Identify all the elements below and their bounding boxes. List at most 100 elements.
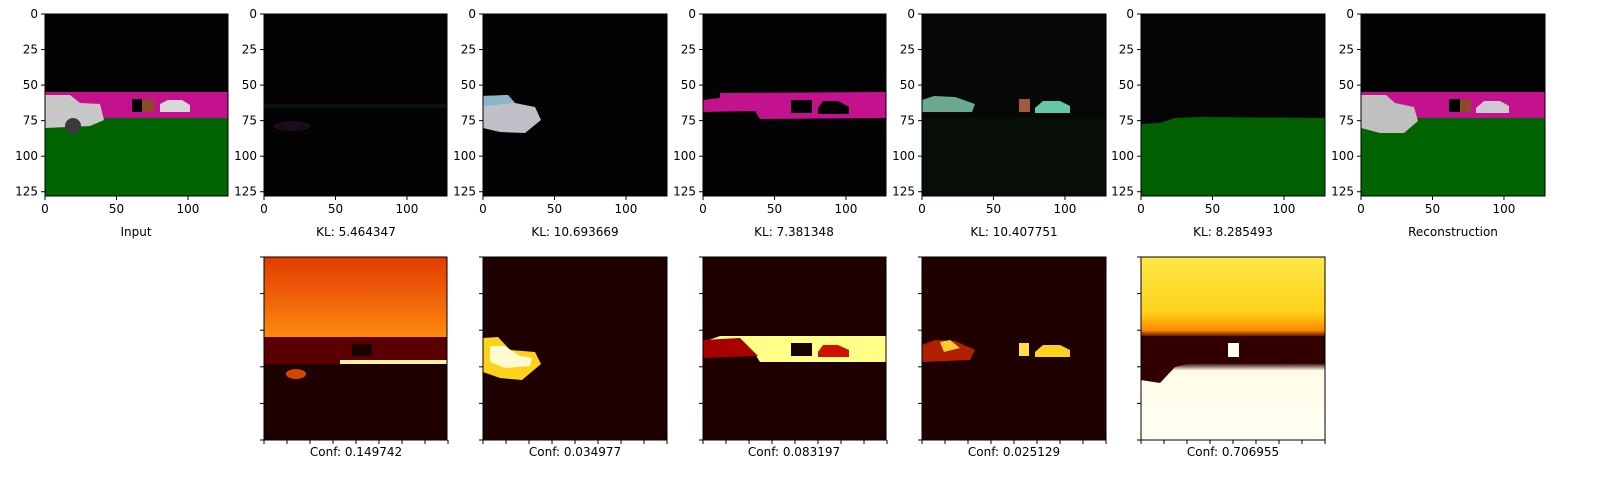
axes-frame	[44, 13, 229, 197]
brown-object	[142, 99, 154, 112]
y-tick-label: 50	[242, 78, 257, 92]
bright-line	[340, 360, 447, 364]
y-tick-label: 25	[681, 43, 696, 57]
faint-blob	[274, 121, 310, 131]
y-tick-label: 0	[249, 7, 257, 21]
y-tick-label: 50	[461, 78, 476, 92]
dark-band	[1141, 336, 1325, 383]
y-tick-label: 25	[242, 43, 257, 57]
car-shape	[818, 101, 849, 114]
y-tick-label: 50	[23, 78, 38, 92]
x-tick-label: 50	[767, 202, 782, 216]
car-small-hot	[1035, 345, 1070, 357]
y-tick-label: 100	[453, 149, 476, 163]
x-tick-label: 0	[1357, 202, 1365, 216]
axes-frame	[921, 13, 1107, 197]
x-tick-label: 0	[699, 202, 707, 216]
car-left	[1361, 95, 1418, 133]
y-tick-label: 100	[673, 149, 696, 163]
car-small	[160, 100, 190, 112]
y-tick-label: 100	[234, 149, 257, 163]
y-tick-label: 50	[1119, 78, 1134, 92]
x-tick-label: 0	[41, 202, 49, 216]
y-tick-label: 0	[468, 7, 476, 21]
car-small	[1035, 101, 1070, 113]
car-small	[1476, 101, 1509, 113]
heatmap-panel-4	[921, 256, 1107, 441]
latent-panel-5	[1140, 13, 1326, 197]
car-left	[45, 95, 104, 128]
y-tick-label: 0	[688, 7, 696, 21]
axes-frame	[702, 13, 887, 197]
x-tick-label: 100	[1493, 202, 1516, 216]
y-tick-label: 75	[1339, 114, 1354, 128]
caption-kl-2: KL: 10.693669	[531, 225, 618, 239]
axes-frame	[1360, 13, 1546, 197]
x-tick-label: 50	[109, 202, 124, 216]
y-tick-label: 125	[892, 185, 915, 199]
x-tick-label: 0	[479, 202, 487, 216]
x-tick-label: 50	[1425, 202, 1440, 216]
x-tick-label: 50	[1205, 202, 1220, 216]
x-tick-label: 100	[396, 202, 419, 216]
x-tick-label: 100	[1054, 202, 1077, 216]
x-tick-label: 0	[1137, 202, 1145, 216]
y-tick-label: 125	[15, 185, 38, 199]
car-shape	[818, 345, 849, 357]
heatmap-panel-5	[1140, 256, 1326, 441]
dark-object	[791, 343, 812, 356]
y-tick-label: 50	[1339, 78, 1354, 92]
heatmap-background	[483, 257, 667, 440]
caption-input: Input	[120, 225, 151, 239]
x-tick-label: 50	[547, 202, 562, 216]
y-tick-label: 50	[900, 78, 915, 92]
caption-kl-4: KL: 10.407751	[970, 225, 1057, 239]
y-tick-label: 100	[892, 149, 915, 163]
reconstruction-panel	[1360, 13, 1546, 197]
dark-object	[791, 100, 812, 113]
bottom-captions: Conf: 0.149742 Conf: 0.034977 Conf: 0.08…	[310, 445, 1279, 459]
y-tick-label: 0	[1346, 7, 1354, 21]
axes-frame	[263, 13, 448, 197]
y-tick-label: 0	[1126, 7, 1134, 21]
caption-conf-4: Conf: 0.025129	[968, 445, 1060, 459]
caption-conf-5: Conf: 0.706955	[1187, 445, 1279, 459]
dark-object	[1449, 99, 1460, 112]
x-tick-label: 0	[260, 202, 268, 216]
latent-panel-2	[482, 13, 668, 197]
caption-kl-1: KL: 5.464347	[316, 225, 396, 239]
top-captions: Input KL: 5.464347 KL: 10.693669 KL: 7.3…	[120, 225, 1497, 239]
caption-conf-3: Conf: 0.083197	[748, 445, 840, 459]
caption-kl-5: KL: 8.285493	[1193, 225, 1273, 239]
y-tick-label: 125	[1331, 185, 1354, 199]
y-tick-label: 25	[1119, 43, 1134, 57]
car-window	[483, 95, 515, 106]
input-panel	[44, 13, 229, 197]
heatmap-panel-1	[263, 256, 448, 441]
y-tick-label: 125	[673, 185, 696, 199]
axes-frame	[1140, 13, 1326, 197]
caption-kl-3: KL: 7.381348	[754, 225, 834, 239]
y-tick-label: 50	[681, 78, 696, 92]
dark-object	[132, 99, 142, 112]
latent-panel-4	[921, 13, 1107, 197]
hot-spot	[286, 369, 306, 379]
bright-object	[1228, 343, 1239, 357]
y-tick-label: 25	[1339, 43, 1354, 57]
y-tick-label: 100	[1111, 149, 1134, 163]
y-tick-label: 25	[461, 43, 476, 57]
car-core	[490, 346, 532, 368]
x-tick-label: 100	[615, 202, 638, 216]
y-tick-label: 75	[461, 114, 476, 128]
brown-object	[1460, 99, 1471, 112]
y-tick-label: 0	[30, 7, 38, 21]
latent-panel-1	[263, 13, 448, 197]
y-tick-label: 75	[242, 114, 257, 128]
x-tick-label: 100	[177, 202, 200, 216]
object-hot	[1019, 343, 1029, 356]
caption-reconstruction: Reconstruction	[1408, 225, 1498, 239]
x-tick-label: 100	[1273, 202, 1296, 216]
heatmap-panel-2	[482, 256, 668, 441]
